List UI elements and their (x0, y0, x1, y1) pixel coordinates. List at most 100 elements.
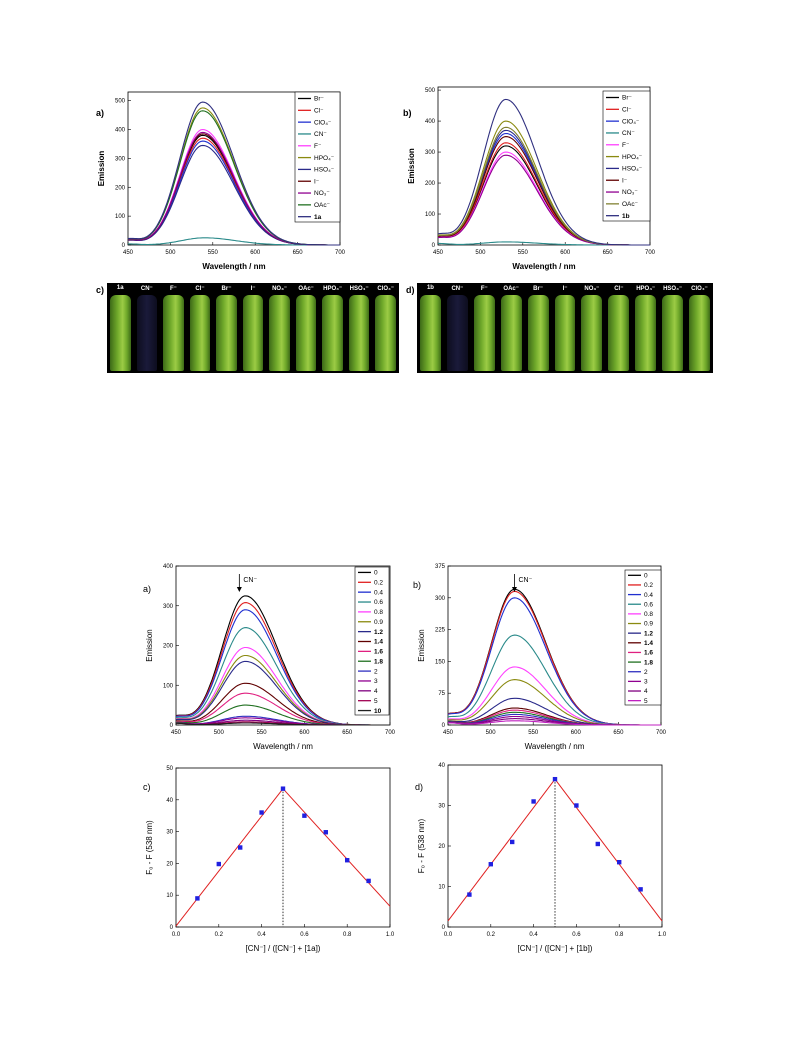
vial-label: HPO₄⁻ (323, 286, 343, 292)
series-line (437, 98, 650, 246)
y-axis-label: F₀ - F (538 nm) (417, 818, 426, 873)
legend-label: ClO₄⁻ (622, 118, 640, 125)
legend-label: 2 (644, 669, 648, 676)
x-tick-label: 650 (603, 250, 614, 256)
x-tick-label: 700 (645, 250, 656, 256)
vial-label: NO₃⁻ (584, 286, 600, 292)
vial-solution (110, 295, 131, 371)
vial-label: ClO₄⁻ (377, 286, 395, 292)
x-tick-label: 650 (613, 730, 624, 736)
y-tick-label: 500 (115, 99, 126, 105)
vial: Cl⁻ (188, 283, 213, 373)
legend-label: 1a (314, 214, 322, 221)
vial-solution (527, 295, 549, 371)
x-tick-label: 0.6 (572, 932, 581, 938)
y-tick-label: 10 (166, 893, 173, 899)
vial-solution (269, 295, 290, 371)
y-tick-label: 200 (115, 185, 126, 191)
legend-label: 0.8 (374, 609, 383, 616)
legend-box (624, 569, 662, 706)
chart-2: 450 500 550 600 650 7000100200300400Wavelengt… (143, 564, 396, 751)
vial-solution (375, 295, 397, 371)
chart-5: 0.0 0.2 0.4 0.6 0.8 1.0 0 10 20 30 40 [CN⁻] / ([CN⁻… (415, 763, 667, 953)
data-point (238, 845, 243, 850)
data-point (216, 861, 221, 867)
x-tick-label: 450 (171, 730, 182, 736)
data-point (531, 799, 536, 804)
vial-label: 1b (426, 285, 434, 291)
vial-solution (322, 295, 343, 371)
vial-label: F⁻ (169, 286, 177, 292)
y-tick-label: 30 (438, 804, 445, 810)
y-tick-label: 300 (163, 604, 174, 610)
legend-label: Br⁻ (622, 95, 633, 102)
vial-label: Br⁻ (533, 286, 543, 292)
vial-label: NO₃⁻ (272, 286, 288, 292)
legend-label: HSO₄⁻ (622, 166, 643, 173)
y-tick-label: 40 (438, 763, 445, 769)
vial-solution (446, 295, 468, 371)
y-tick-label: 0 (432, 243, 436, 249)
x-tick-label: 500 (214, 730, 225, 736)
vial-label: HPO₄⁻ (636, 286, 656, 292)
y-tick-label: 75 (438, 691, 445, 697)
data-point (259, 810, 264, 815)
series-line (448, 720, 661, 726)
x-tick-label: 700 (656, 730, 667, 736)
x-tick-label: 0.2 (215, 932, 224, 938)
fit-line (282, 788, 391, 907)
legend-label: F⁻ (314, 143, 322, 150)
chart-4: 0.0 0.2 0.4 0.6 0.8 1.0 0 10 20 30 40 50 [CN⁻] / ([C… (143, 766, 395, 953)
y-tick-label: 10 (438, 885, 445, 891)
legend-label: 1b (622, 213, 630, 220)
legend-label: 1.2 (644, 630, 653, 637)
legend-label: 1.6 (644, 650, 653, 657)
x-tick-label: 0.0 (172, 932, 181, 938)
x-axis-label: Wavelength / nm (253, 742, 313, 751)
vial: OAc⁻ (499, 283, 524, 373)
data-point (302, 813, 307, 818)
vial: 1a (108, 283, 133, 373)
arrow-head (511, 587, 517, 592)
x-tick-label: 650 (342, 730, 353, 736)
data-point (510, 839, 515, 845)
y-tick-label: 30 (166, 830, 173, 836)
y-tick-label: 200 (425, 181, 436, 187)
data-point (617, 860, 622, 865)
y-axis-label: Emission (145, 629, 154, 661)
y-tick-label: 0 (170, 925, 174, 931)
x-tick-label: 700 (385, 730, 396, 736)
x-tick-label: 650 (293, 250, 304, 256)
legend-label: OAc⁻ (314, 202, 331, 209)
vial: CN⁻ (135, 283, 160, 373)
vial-label: CN⁻ (451, 286, 464, 292)
legend-label: I⁻ (314, 178, 320, 185)
y-tick-label: 225 (435, 628, 446, 634)
vial: NO₃⁻ (579, 283, 604, 373)
series-line (127, 101, 340, 246)
vial: OAc⁻ (294, 283, 319, 373)
vial: HPO₄⁻ (320, 283, 345, 373)
y-tick-label: 0 (170, 723, 174, 729)
x-tick-label: 550 (257, 730, 268, 736)
vial: F⁻ (472, 283, 497, 373)
vial-label: OAc⁻ (503, 286, 519, 292)
y-tick-label: 400 (163, 564, 174, 570)
legend-label: NO₃⁻ (314, 190, 330, 197)
data-point (552, 776, 558, 782)
vial-label: I⁻ (250, 286, 256, 292)
vial-solution (554, 295, 576, 371)
legend-label: HSO₄⁻ (314, 167, 335, 174)
y-tick-label: 300 (425, 150, 436, 156)
vial-solution (662, 295, 684, 371)
panel-label: d) (415, 782, 423, 792)
legend-label: 10 (374, 708, 382, 715)
vial: ClO₄⁻ (687, 283, 712, 373)
x-tick-label: 600 (299, 730, 310, 736)
data-point (345, 858, 350, 863)
y-tick-label: 500 (425, 88, 436, 94)
x-tick-label: 600 (571, 730, 582, 736)
data-point (323, 830, 328, 835)
legend-label: 1.2 (374, 629, 383, 636)
